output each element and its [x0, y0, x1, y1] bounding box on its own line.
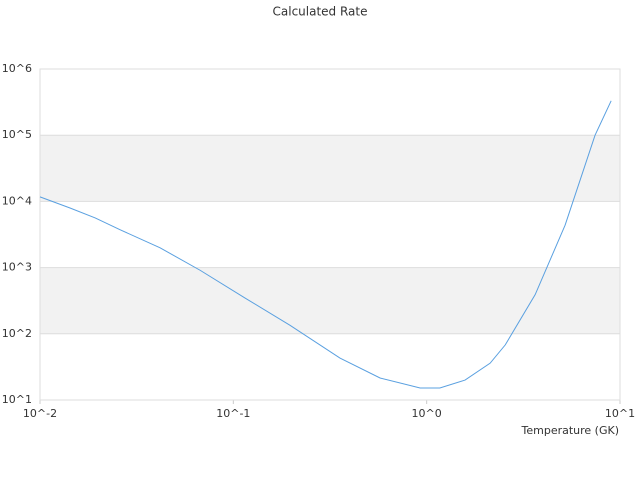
x-axis-label: Temperature (GK)	[521, 424, 620, 437]
y-tick-label: 10^6	[2, 62, 32, 75]
y-tick-label: 10^5	[2, 128, 32, 141]
y-tick-label: 10^3	[2, 261, 32, 274]
y-tick-label: 10^1	[2, 393, 32, 406]
y-tick-label: 10^2	[2, 327, 32, 340]
x-tick-label: 10^1	[605, 407, 635, 420]
grid-band	[40, 135, 620, 202]
plot-frame	[39, 68, 621, 401]
y-tick-label: 10^4	[2, 194, 32, 207]
x-tick-label: 10^-1	[216, 407, 250, 420]
data-line	[39, 100, 612, 389]
x-tick-label: 10^-2	[23, 407, 57, 420]
x-tick-label: 10^0	[412, 407, 442, 420]
chart-title: Calculated Rate	[273, 5, 368, 19]
grid-band	[40, 267, 620, 334]
